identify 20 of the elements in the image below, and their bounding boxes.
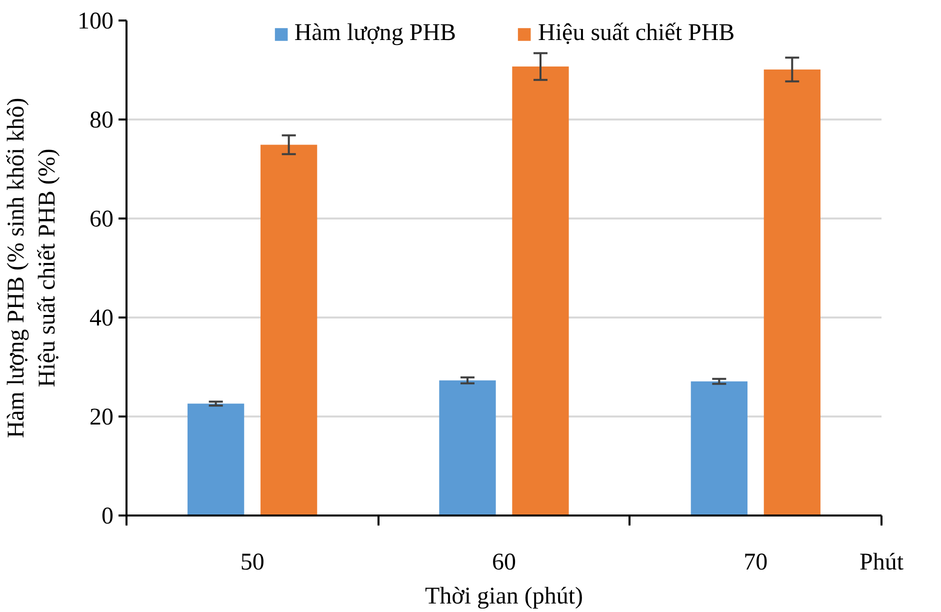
x-tick-label: 50 <box>240 550 264 576</box>
bar <box>439 380 496 516</box>
bar <box>188 404 244 516</box>
x-tick-label: 70 <box>744 550 768 576</box>
bar <box>764 70 820 516</box>
bar <box>690 381 748 516</box>
y-tick-label: 80 <box>90 108 114 134</box>
y-tick-label: 0 <box>102 504 114 530</box>
y-tick-label: 20 <box>90 404 114 430</box>
y-axis-title: Hàm lượng PHB (% sinh khối khô) Hiệu suất chiết PHB (%) <box>3 98 60 438</box>
text: Phút <box>859 550 904 576</box>
x-axis-title: Thời gian (phút) <box>425 584 584 610</box>
y-tick-label: 100 <box>78 8 114 34</box>
legend-label: Hàm lượng PHB <box>294 20 456 47</box>
bar <box>512 66 569 516</box>
y-tick-label: 60 <box>90 206 114 232</box>
y-tick-label: 40 <box>90 306 114 332</box>
bar <box>260 144 318 516</box>
legend-label: Hiệu suất chiết PHB <box>538 20 735 47</box>
x-tick-label: 60 <box>492 550 516 576</box>
